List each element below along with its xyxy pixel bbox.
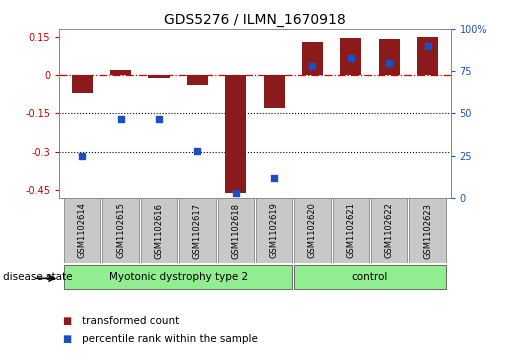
Text: GSM1102614: GSM1102614 — [78, 203, 87, 258]
Text: disease state: disease state — [3, 272, 72, 282]
Bar — [333, 198, 369, 263]
Bar — [371, 198, 407, 263]
Bar — [64, 265, 293, 289]
Point — [423, 43, 432, 49]
Bar — [187, 75, 208, 85]
Text: GSM1102622: GSM1102622 — [385, 203, 394, 258]
Text: percentile rank within the sample: percentile rank within the sample — [82, 334, 259, 344]
Point — [78, 153, 87, 159]
Bar — [264, 75, 285, 108]
Point — [193, 148, 201, 154]
Bar — [148, 75, 169, 78]
Bar — [409, 198, 446, 263]
Bar — [256, 198, 293, 263]
Text: GSM1102617: GSM1102617 — [193, 203, 202, 258]
Bar — [294, 198, 331, 263]
Bar — [141, 198, 177, 263]
Bar — [102, 198, 139, 263]
Text: ■: ■ — [62, 334, 71, 344]
Point — [270, 175, 278, 180]
Text: GSM1102621: GSM1102621 — [347, 203, 355, 258]
Text: GSM1102615: GSM1102615 — [116, 203, 125, 258]
Point — [155, 115, 163, 121]
Text: GSM1102619: GSM1102619 — [270, 203, 279, 258]
Point — [116, 115, 125, 121]
Point — [232, 190, 240, 196]
Text: Myotonic dystrophy type 2: Myotonic dystrophy type 2 — [109, 272, 248, 282]
Bar — [225, 75, 246, 193]
Text: GSM1102618: GSM1102618 — [231, 203, 240, 258]
Bar — [294, 265, 446, 289]
Text: control: control — [352, 272, 388, 282]
Bar — [72, 75, 93, 93]
Bar — [179, 198, 216, 263]
Point — [385, 60, 393, 66]
Text: transformed count: transformed count — [82, 316, 180, 326]
Text: GSM1102616: GSM1102616 — [154, 203, 163, 258]
Bar — [64, 198, 100, 263]
Bar — [340, 38, 362, 75]
Text: GSM1102620: GSM1102620 — [308, 203, 317, 258]
Bar — [110, 70, 131, 75]
Text: ■: ■ — [62, 316, 71, 326]
Bar — [217, 198, 254, 263]
Bar — [302, 42, 323, 75]
Text: GSM1102623: GSM1102623 — [423, 203, 432, 258]
Point — [308, 63, 317, 69]
Bar — [417, 37, 438, 75]
Point — [347, 55, 355, 61]
Title: GDS5276 / ILMN_1670918: GDS5276 / ILMN_1670918 — [164, 13, 346, 26]
Bar — [379, 39, 400, 75]
